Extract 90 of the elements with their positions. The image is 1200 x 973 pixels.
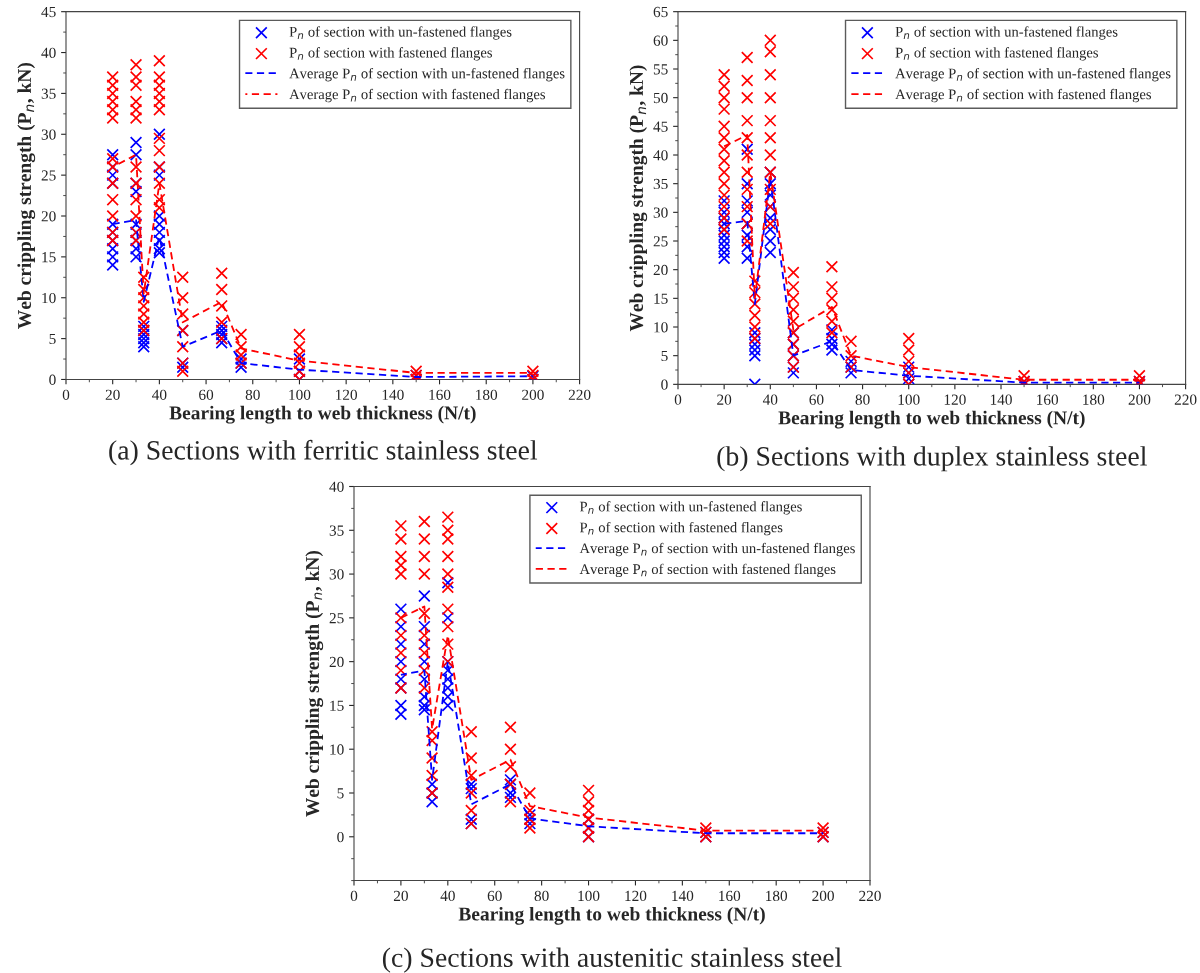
legend-label: P$_{n}$ of section with un-fastened flanges [579,501,802,515]
legend-label: Average P$_{n}$ of section with un-fastened flanges [895,67,1171,82]
x-tick-label: 40 [152,389,167,400]
x-tick-label: 100 [898,394,920,405]
y-tick-label: 35 [329,525,344,536]
x-tick-label: 200 [1128,394,1151,405]
x-tick-label: 60 [809,394,824,405]
legend-label: P$_{n}$ of section with fastened flanges [289,47,492,61]
legend-label: Average P$_{n}$ of section with un-fastened flanges [289,67,565,82]
x-axis-title: Bearing length to web thickness (N/t) [169,405,476,424]
y-tick-label: 15 [330,700,344,711]
x-tick-label: 20 [717,394,732,405]
text: (c) Sections with austenitic stainless steel [382,947,842,973]
y-tick-label: 30 [41,129,56,140]
x-tick-label: 80 [855,394,870,405]
y-tick-label: 0 [661,379,668,390]
y-tick-label: 40 [41,47,56,58]
y-tick-label: 5 [661,350,668,362]
x-tick-label: 120 [944,394,966,405]
y-tick-label: 0 [49,374,56,385]
y-tick-label: 35 [41,88,56,99]
x-tick-label: 100 [289,389,311,400]
y-tick-label: 10 [42,292,56,304]
x-tick-label: 140 [672,890,694,902]
x-tick-label: 220 [1174,394,1197,405]
y-tick-label: 5 [49,333,56,345]
y-tick-label: 65 [653,6,668,18]
y-tick-label: 25 [653,236,668,247]
x-tick-label: 220 [859,890,881,902]
y-tick-label: 10 [654,322,668,333]
legend-label: P$_{n}$ of section with fastened flanges [579,521,783,536]
x-tick-label: 180 [476,389,498,400]
x-axis-title: Bearing length to web thickness (N/t) [778,410,1085,429]
x-tick-label: 160 [1037,394,1059,405]
legend-label: Average P$_{n}$ of section with fastened flanges [579,563,836,578]
x-tick-label: 40 [762,394,778,405]
x-tick-label: 120 [625,890,647,902]
y-tick-label: 40 [329,481,344,492]
x-tick-label: 20 [105,389,120,400]
y-tick-label: 55 [653,64,668,75]
y-tick-label: 45 [653,121,668,132]
y-tick-label: 45 [41,6,56,18]
y-tick-label: 40 [653,150,668,161]
x-tick-label: 0 [350,890,358,902]
y-tick-label: 5 [337,788,344,799]
x-tick-label: 100 [578,890,600,902]
text: (a) Sections with ferritic stainless steel [109,439,538,466]
x-tick-label: 20 [393,890,408,902]
x-tick-label: 160 [719,890,741,902]
x-axis-title: Bearing length to web thickness (N/t) [458,906,765,925]
legend-label: Average P$_{n}$ of section with fastened flanges [895,88,1152,103]
y-tick-label: 0 [337,831,344,843]
x-tick-label: 140 [382,389,404,400]
text: (b) Sections with duplex stainless steel [717,446,1147,472]
x-tick-label: 120 [336,389,358,400]
y-tick-label: 10 [330,744,344,755]
legend-label: P$_{n}$ of section with un-fastened flanges [289,26,512,40]
x-tick-label: 160 [429,389,451,400]
x-tick-label: 60 [199,389,214,400]
legend-label: Average P$_{n}$ of section with un-fastened flanges [579,542,855,557]
x-tick-label: 220 [568,389,591,400]
y-tick-label: 15 [42,252,56,263]
x-tick-label: 180 [1083,394,1105,405]
y-tick-label: 25 [329,613,344,624]
legend-label: P$_{n}$ of section with fastened flanges [895,47,1098,61]
x-tick-label: 80 [245,389,260,400]
x-tick-label: 180 [766,890,788,902]
y-tick-label: 15 [654,293,668,304]
x-tick-label: 200 [812,890,834,902]
legend-label: Average P$_{n}$ of section with fastened flanges [289,88,546,103]
y-tick-label: 30 [329,569,344,580]
x-tick-label: 200 [522,389,544,400]
legend-label: P$_{n}$ of section with un-fastened flanges [895,26,1118,40]
y-axis-title: Web crippling strength (P$_{n}$, kN) [305,550,324,817]
x-tick-label: 0 [674,394,682,405]
x-tick-label: 80 [534,890,549,902]
y-tick-label: 60 [653,35,668,46]
y-tick-label: 20 [41,211,56,222]
y-axis-title: Web crippling strength (P$_{n}$, kN) [629,65,648,332]
y-tick-label: 20 [653,264,668,276]
y-tick-label: 35 [653,178,668,190]
y-axis-title: Web crippling strength (P$_{n}$, kN) [17,63,36,329]
y-tick-label: 25 [41,170,56,181]
y-tick-label: 30 [653,207,668,218]
x-tick-label: 140 [990,394,1012,405]
y-tick-label: 50 [653,92,668,104]
x-tick-label: 60 [487,890,502,902]
x-tick-label: 0 [62,389,70,400]
y-tick-label: 20 [329,656,344,668]
x-tick-label: 40 [440,890,455,902]
